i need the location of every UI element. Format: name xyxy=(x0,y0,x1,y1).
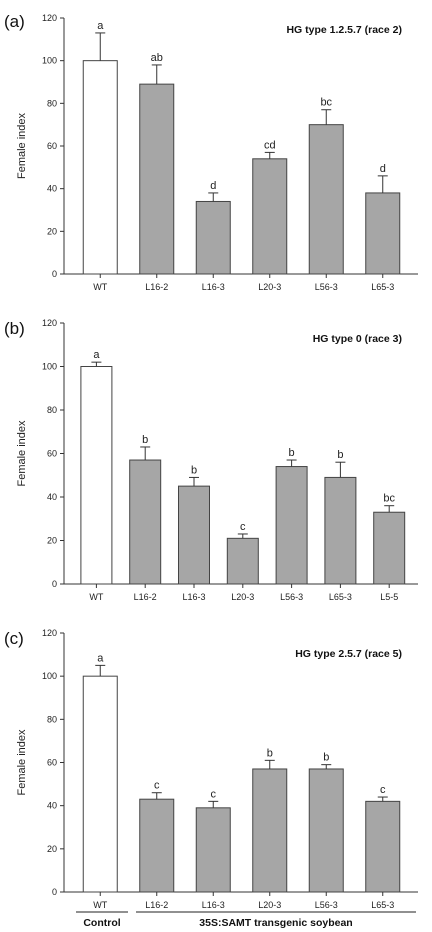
x-tick-label: L16-3 xyxy=(202,282,225,292)
panel-label: (b) xyxy=(4,319,25,338)
significance-label: c xyxy=(211,788,217,800)
chart-title: HG type 2.5.7 (race 5) xyxy=(295,648,402,660)
chart-panel-1: (a) HG type 1.2.5.7 (race 2) 0 20 40 60 80 100 1… xyxy=(4,12,418,292)
y-tick-label: 60 xyxy=(47,758,57,768)
chart-panel-3: (c) HG type 2.5.7 (race 5) 0 20 40 60 80 100 120… xyxy=(4,628,418,910)
bar-L16-2 xyxy=(139,798,175,893)
y-tick-label: 80 xyxy=(47,714,57,724)
x-tick-label: WT xyxy=(93,282,107,292)
x-tick-label: L5-5 xyxy=(380,592,398,602)
control-group-label: Control xyxy=(83,917,120,929)
bar-L5-5 xyxy=(373,511,406,585)
y-tick-label: 0 xyxy=(52,269,57,279)
x-tick-label: L16-2 xyxy=(145,282,168,292)
y-tick-label: 60 xyxy=(47,449,57,459)
significance-label: b xyxy=(142,434,148,446)
significance-label: c xyxy=(240,521,246,533)
bar-WT xyxy=(82,675,118,893)
y-tick-label: 100 xyxy=(42,362,57,372)
significance-label: a xyxy=(97,652,104,664)
significance-label: bc xyxy=(383,493,395,505)
bar-L56-3 xyxy=(308,768,344,893)
group-labels: Control 35S:SAMT transgenic soybean xyxy=(76,911,416,929)
x-tick-label: L16-2 xyxy=(134,592,157,602)
y-tick-label: 40 xyxy=(47,492,57,502)
bar-L16-3 xyxy=(178,485,210,585)
x-tick-label: L20-3 xyxy=(258,282,281,292)
x-tick-label: L16-3 xyxy=(182,592,205,602)
significance-label: b xyxy=(267,747,273,759)
y-axis-label: Female index xyxy=(16,729,28,796)
x-tick-label: L65-3 xyxy=(371,900,394,910)
significance-label: ab xyxy=(151,52,163,64)
transgenic-group-label: 35S:SAMT transgenic soybean xyxy=(199,917,352,929)
chart-title: HG type 1.2.5.7 (race 2) xyxy=(286,24,402,36)
bar-WT xyxy=(80,366,113,585)
bar-L65-3 xyxy=(365,192,401,275)
x-tick-label: WT xyxy=(89,592,103,602)
bar-L65-3 xyxy=(365,800,401,893)
y-tick-label: 120 xyxy=(42,13,57,23)
x-tick-label: L20-3 xyxy=(231,592,254,602)
y-tick-label: 120 xyxy=(42,318,57,328)
x-tick-label: L56-3 xyxy=(315,282,338,292)
bar-L16-3 xyxy=(195,200,231,275)
x-tick-label: L16-3 xyxy=(202,900,225,910)
significance-label: c xyxy=(380,784,386,796)
y-tick-label: 0 xyxy=(52,579,57,589)
significance-label: a xyxy=(97,20,104,32)
x-tick-label: L16-2 xyxy=(145,900,168,910)
y-tick-label: 120 xyxy=(42,628,57,638)
bar-L16-2 xyxy=(129,459,162,585)
bar-WT xyxy=(82,60,118,275)
y-tick-label: 60 xyxy=(47,141,57,151)
x-tick-label: L65-3 xyxy=(329,592,352,602)
y-tick-label: 20 xyxy=(47,536,57,546)
significance-label: a xyxy=(93,349,100,361)
x-tick-label: L56-3 xyxy=(315,900,338,910)
y-tick-label: 40 xyxy=(47,184,57,194)
bar-L65-3 xyxy=(324,476,357,585)
y-tick-label: 20 xyxy=(47,226,57,236)
chart-title: HG type 0 (race 3) xyxy=(313,333,402,345)
x-tick-label: L20-3 xyxy=(258,900,281,910)
chart-panel-2: (b) HG type 0 (race 3) 0 20 40 60 80 100 120 Fema… xyxy=(4,318,418,602)
y-tick-label: 100 xyxy=(42,56,57,66)
bar-L20-3 xyxy=(226,537,259,585)
significance-label: cd xyxy=(264,139,276,151)
x-tick-label: WT xyxy=(93,900,107,910)
y-tick-label: 80 xyxy=(47,98,57,108)
bar-L56-3 xyxy=(308,124,344,275)
significance-label: b xyxy=(289,447,295,459)
y-tick-label: 20 xyxy=(47,844,57,854)
y-tick-label: 80 xyxy=(47,405,57,415)
bar-L20-3 xyxy=(252,768,288,893)
y-tick-label: 0 xyxy=(52,887,57,897)
significance-label: b xyxy=(191,464,197,476)
x-tick-label: L56-3 xyxy=(280,592,303,602)
bar-L56-3 xyxy=(275,466,308,585)
significance-label: b xyxy=(337,449,343,461)
panel-label: (a) xyxy=(4,12,25,31)
y-tick-label: 40 xyxy=(47,801,57,811)
significance-label: bc xyxy=(320,97,332,109)
panel-label: (c) xyxy=(4,629,24,648)
bar-L16-2 xyxy=(139,83,175,275)
significance-label: b xyxy=(323,752,329,764)
significance-label: c xyxy=(154,780,160,792)
y-tick-label: 100 xyxy=(42,671,57,681)
significance-label: d xyxy=(380,163,386,175)
y-axis-label: Female index xyxy=(16,420,28,487)
bar-L20-3 xyxy=(252,158,288,275)
bar-L16-3 xyxy=(195,807,231,893)
y-axis-label: Female index xyxy=(16,112,28,179)
significance-label: d xyxy=(210,180,216,192)
x-tick-label: L65-3 xyxy=(371,282,394,292)
